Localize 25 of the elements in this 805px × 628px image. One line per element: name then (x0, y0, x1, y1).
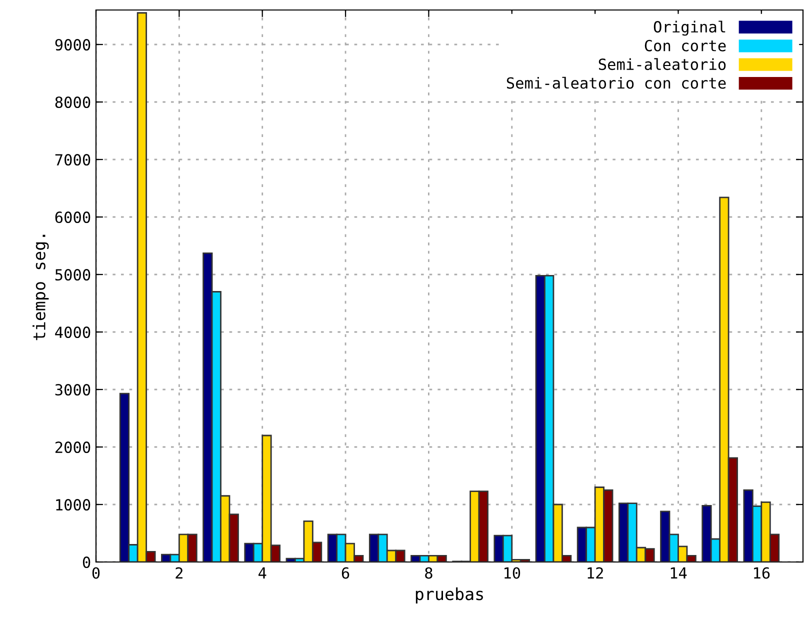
y-tick-label: 1000 (56, 499, 90, 511)
y-tick-label: 4000 (55, 326, 90, 338)
x-tick-label: 12 (588, 567, 603, 579)
x-tick-label: 14 (670, 567, 687, 579)
y-tick-label: 0 (82, 556, 90, 568)
legend-label: Con corte (644, 40, 726, 52)
x-tick-label: 8 (425, 567, 432, 579)
y-axis-title: tiempo seg. (32, 234, 49, 340)
x-axis-title: pruebas (416, 587, 483, 604)
y-tick-label: 6000 (55, 212, 90, 224)
legend-label: Semi-aleatorio con corte (506, 76, 726, 89)
y-tick-label: 9000 (55, 39, 90, 51)
y-tick-label: 7000 (55, 154, 90, 166)
x-tick-label: 2 (176, 567, 182, 579)
x-tick-label: 4 (258, 567, 266, 579)
legend-label: Original (654, 20, 726, 36)
y-tick-label: 8000 (55, 96, 90, 108)
x-tick-label: 6 (342, 567, 350, 579)
x-tick-label: 16 (754, 567, 770, 579)
x-tick-label: 0 (92, 567, 100, 579)
y-tick-label: 2000 (55, 442, 90, 454)
y-tick-label: 3000 (55, 384, 90, 396)
y-tick-label: 5000 (55, 269, 90, 281)
legend-label: Semi-aleatorio (598, 58, 726, 70)
x-tick-label: 10 (504, 567, 520, 579)
